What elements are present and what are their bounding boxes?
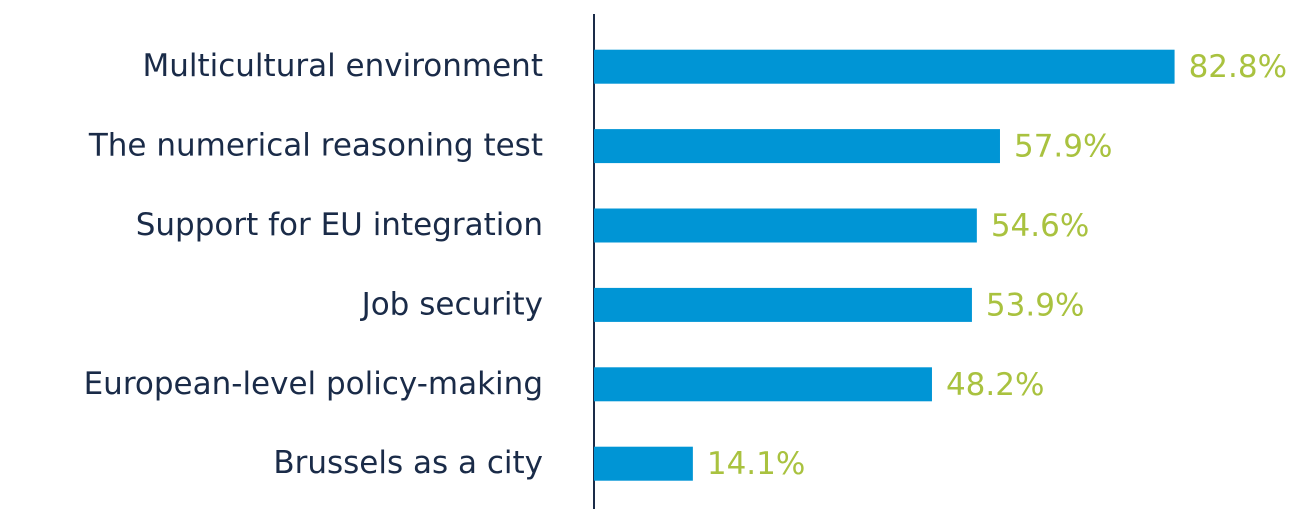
category-label: Multicultural environment xyxy=(142,48,543,84)
value-label: 54.6% xyxy=(991,208,1089,244)
category-label: The numerical reasoning test xyxy=(88,128,543,164)
bar xyxy=(594,446,693,481)
value-label: 48.2% xyxy=(946,367,1044,403)
bar xyxy=(594,208,977,243)
bar xyxy=(594,49,1175,84)
category-label: Support for EU integration xyxy=(136,207,543,243)
category-label: Brussels as a city xyxy=(273,445,543,481)
value-label: 53.9% xyxy=(986,287,1084,323)
value-label: 82.8% xyxy=(1189,49,1287,85)
value-label: 57.9% xyxy=(1014,129,1112,165)
bar xyxy=(594,367,932,402)
bar xyxy=(594,129,1000,164)
value-label: 14.1% xyxy=(707,446,805,482)
category-label: European-level policy-making xyxy=(84,366,543,402)
category-label: Job security xyxy=(360,286,543,322)
bar xyxy=(594,287,972,322)
